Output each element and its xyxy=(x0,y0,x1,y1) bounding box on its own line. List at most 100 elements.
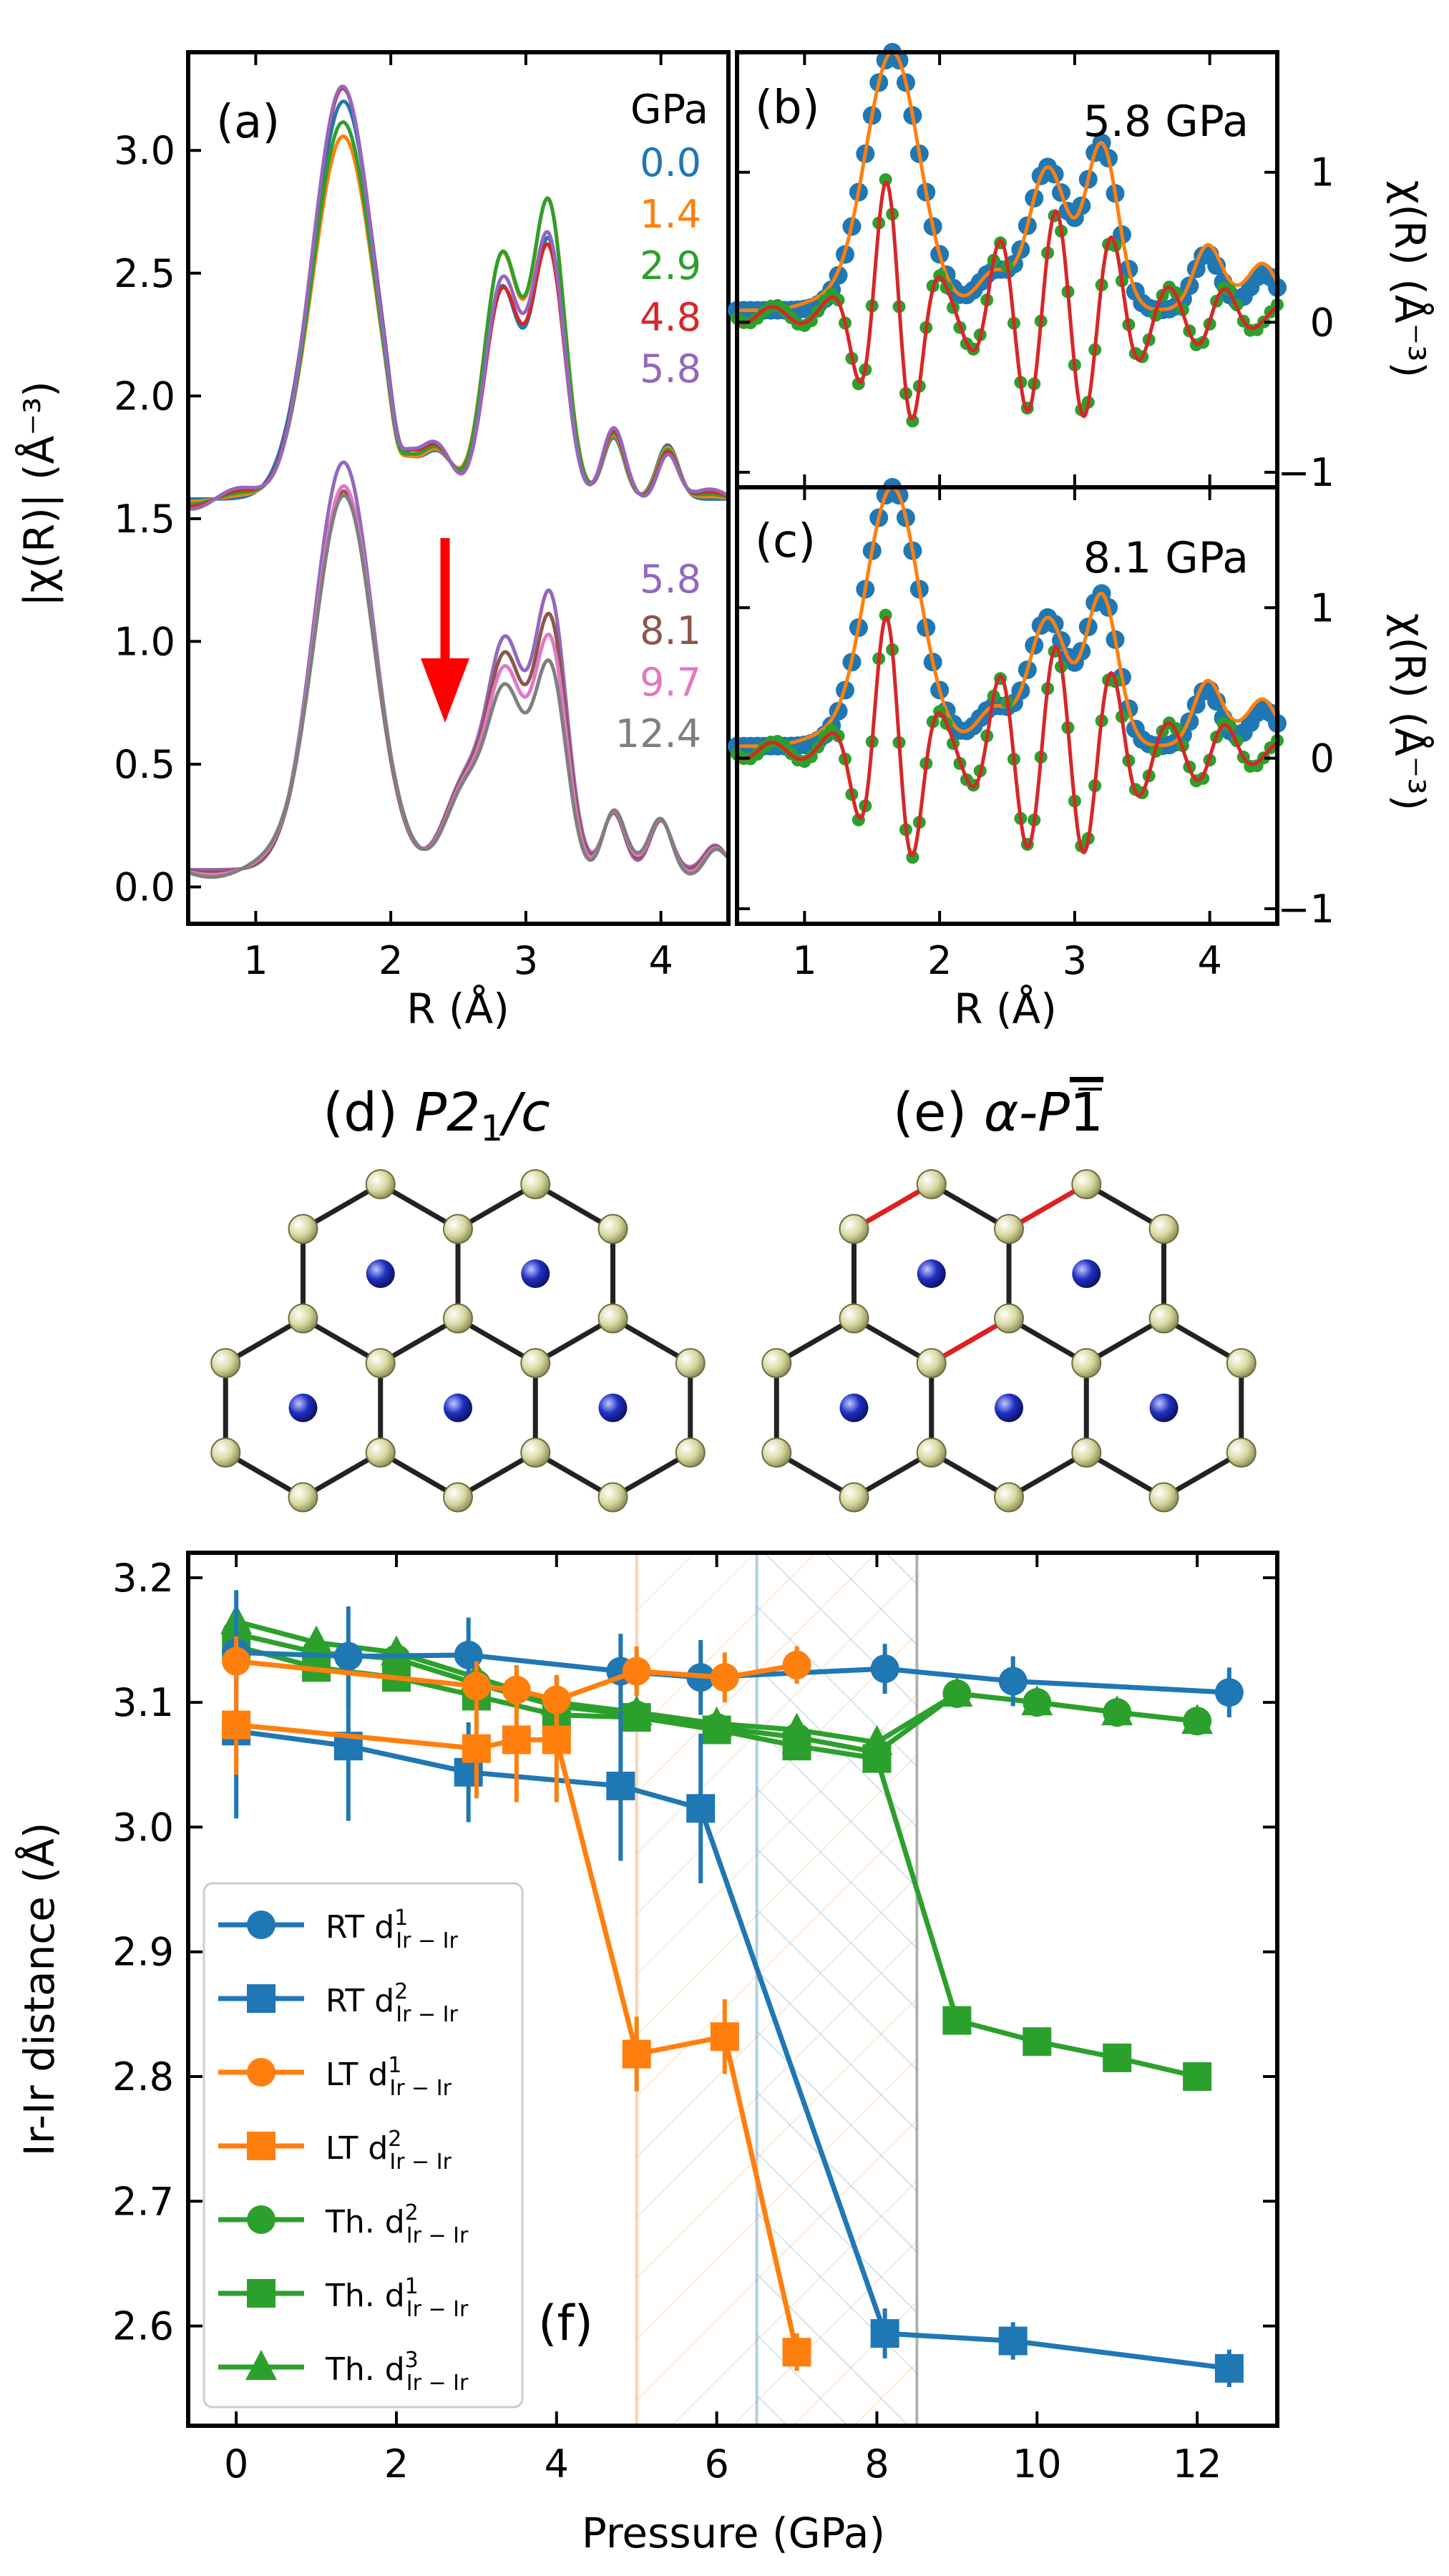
panel-c: 1 2 3 4 −1 0 1 (c) 8.1 GPa χ(R) (Å⁻³) R (Å) xyxy=(728,478,1435,1033)
panel-f: 0 2 4 6 8 10 12 2.6 2.7 2.8 2.9 3.0 3.1 3.2 (f) Ir-Ir… xyxy=(14,1551,1279,2557)
panel-f-label: (f) xyxy=(538,2296,593,2352)
data-point xyxy=(998,1667,1028,1696)
xtick-label: 2 xyxy=(927,938,952,983)
panel-a-label: (a) xyxy=(216,96,280,149)
panel-b-title: 5.8 GPa xyxy=(1083,97,1249,147)
curve-bottom-12.4 xyxy=(187,493,730,879)
ir-atom xyxy=(365,1438,396,1468)
legend-entry-2.9: 2.9 xyxy=(640,243,701,288)
legend-entry-9.7: 9.7 xyxy=(640,660,701,705)
panel-c-title: 8.1 GPa xyxy=(1083,533,1249,583)
ytick-label: 2.8 xyxy=(112,2054,174,2099)
lattice-e xyxy=(761,1169,1257,1513)
legend-marker xyxy=(247,1984,275,2013)
data-point xyxy=(942,2006,972,2035)
legend-label: LT d2 Ir − Ir xyxy=(326,2127,452,2175)
xtick-label: 2 xyxy=(384,2441,409,2487)
panel-a-ylabel: |χ(R)| (Å⁻³) xyxy=(14,381,64,606)
legend-entry-8.1: 8.1 xyxy=(640,608,701,653)
ytick-label: 0 xyxy=(1310,736,1335,781)
xtick-label: 4 xyxy=(648,938,673,983)
xtick-label: 4 xyxy=(545,2441,569,2487)
data-point xyxy=(998,2326,1028,2356)
legend-label: Th. d2 Ir − Ir xyxy=(325,2200,469,2248)
ir-atom xyxy=(288,1482,318,1513)
data-point xyxy=(861,1724,893,1755)
panel-c-ylabel: χ(R) (Å⁻³) xyxy=(1385,613,1435,811)
data-point xyxy=(620,1695,653,1726)
panel-b-ylabel: χ(R) (Å⁻³) xyxy=(1385,180,1435,378)
legend-marker xyxy=(247,1911,275,1939)
data-point xyxy=(333,1641,363,1671)
panel-e-title: (e) α-P1 xyxy=(893,1082,1103,1143)
data-point xyxy=(1181,1704,1214,1735)
re-fit-line xyxy=(736,615,1279,857)
ir-atom xyxy=(1148,1482,1179,1513)
data-point xyxy=(1214,2353,1244,2383)
data-point xyxy=(710,1663,739,1692)
ytick-label: 2.6 xyxy=(112,2304,174,2349)
ytick-label: 1.5 xyxy=(114,497,175,542)
panel-c-frame xyxy=(735,485,1279,926)
ytick-label: 3.0 xyxy=(112,1805,174,1850)
data-point xyxy=(1101,1695,1133,1726)
ir-atom xyxy=(288,1303,318,1334)
xtick-label: 6 xyxy=(704,2441,728,2487)
ytick-label: 1.0 xyxy=(114,619,175,664)
xtick-label: 1 xyxy=(243,938,268,983)
panel-a: 1 2 3 4 0.0 0.5 1.0 1.5 2.0 2.5 3.0 (a) GPa 0.0 1.4… xyxy=(14,50,731,1033)
panel-b-ticks: −1 0 1 xyxy=(737,52,1335,495)
legend-entry-0.0: 0.0 xyxy=(640,140,701,185)
ir-atom xyxy=(1148,1303,1179,1334)
re-fit-line xyxy=(736,180,1279,421)
legend-label: RT d2 Ir − Ir xyxy=(326,1979,459,2027)
ytick-label: −1 xyxy=(1277,887,1335,932)
ir-atom xyxy=(994,1482,1024,1513)
legend-marker xyxy=(247,2132,275,2160)
curve-top-5.8 xyxy=(187,84,730,511)
panel-a-xlabel: R (Å) xyxy=(406,984,509,1033)
legend-marker xyxy=(247,2205,275,2234)
ir-atom xyxy=(1071,1438,1102,1468)
ir-atom xyxy=(675,1348,706,1378)
ir-atom xyxy=(365,1169,396,1199)
panel-f-series xyxy=(220,1590,1244,2387)
data-point xyxy=(701,1706,733,1737)
center-atom xyxy=(917,1259,946,1288)
panel-a-legend: 0.0 1.4 2.9 4.8 5.8 5.8 8.1 9.7 12.4 xyxy=(615,140,701,756)
ir-atom xyxy=(443,1214,473,1244)
center-atom xyxy=(839,1393,869,1423)
ir-atom xyxy=(520,1169,551,1199)
ir-atom xyxy=(916,1169,947,1199)
data-point xyxy=(686,1794,716,1823)
legend-label: Th. d1 Ir − Ir xyxy=(325,2274,469,2322)
data-point xyxy=(462,1734,491,1763)
ir-atom xyxy=(994,1214,1024,1244)
ir-atom xyxy=(288,1214,318,1244)
legend-entry-12.4: 12.4 xyxy=(615,711,701,756)
data-point xyxy=(622,2039,651,2069)
ir-atom xyxy=(1226,1438,1257,1468)
ytick-label: 2.7 xyxy=(112,2179,174,2224)
panel-b-label: (b) xyxy=(755,82,820,135)
ir-atom xyxy=(520,1348,551,1378)
panel-f-shaded-regions xyxy=(635,1553,919,2426)
ytick-label: 2.5 xyxy=(114,251,175,296)
xtick-label: 4 xyxy=(1197,938,1221,983)
data-point xyxy=(542,1725,571,1755)
panel-d-title: (d) P21/c xyxy=(323,1082,550,1149)
legend-label: LT d1 Ir − Ir xyxy=(326,2053,452,2101)
ir-atom xyxy=(443,1482,473,1513)
legend-entry-1.4: 1.4 xyxy=(640,192,701,237)
ir-atom xyxy=(675,1438,706,1468)
data-point xyxy=(622,1657,651,1686)
ir-atom xyxy=(761,1348,792,1378)
ir-atom xyxy=(1071,1348,1102,1378)
data-point xyxy=(606,1771,635,1800)
legend-label: Th. d3 Ir − Ir xyxy=(325,2348,469,2396)
ir-atom xyxy=(210,1348,241,1378)
ytick-label: 2.9 xyxy=(112,1930,174,1975)
pressure-arrow xyxy=(421,538,469,723)
data-point xyxy=(222,1646,251,1676)
panel-a-legend-title: GPa xyxy=(630,87,708,133)
